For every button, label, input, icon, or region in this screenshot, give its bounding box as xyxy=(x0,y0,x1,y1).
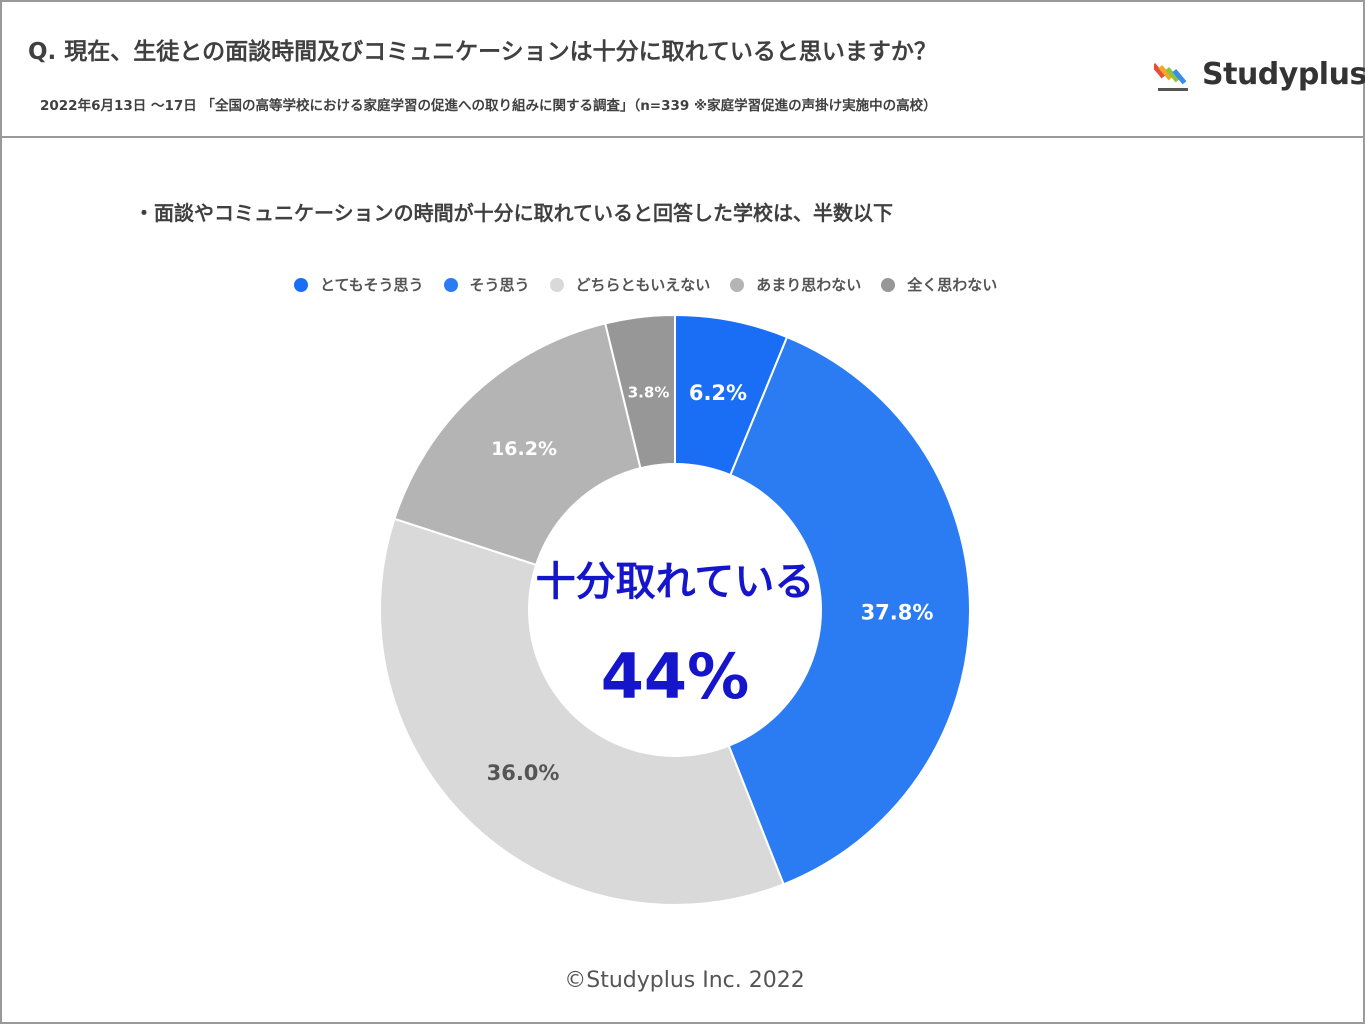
legend-label: どちらともいえない xyxy=(575,276,711,294)
slice-label: 37.8% xyxy=(861,600,934,624)
slice-label: 3.8% xyxy=(628,384,670,402)
slice-label: 36.0% xyxy=(487,761,560,785)
slice-label: 16.2% xyxy=(491,438,557,460)
center-label: 十分取れている xyxy=(536,559,815,605)
center-value: 44% xyxy=(601,640,749,713)
legend-marker xyxy=(443,277,458,292)
legend-label: あまり思わない xyxy=(756,276,862,294)
legend-item: とてもそう思う xyxy=(294,274,424,295)
legend-item: あまり思わない xyxy=(730,274,861,295)
legend-label: そう思う xyxy=(469,276,530,294)
legend-marker xyxy=(730,277,745,292)
legend-item: 全く思わない xyxy=(881,274,997,295)
survey-note: 2022年6月13日 〜17日 「全国の高等学校における家庭学習の促進への取り組… xyxy=(40,98,937,114)
copyright: ©Studyplus Inc. 2022 xyxy=(564,968,805,993)
chart-legend: とてもそう思う そう思う どちらともいえない あまり思わない 全く思わない xyxy=(294,274,1017,295)
legend-marker xyxy=(881,277,896,292)
header: Q. 現在、生徒との面談時間及びコミュニケーションは十分に取れていると思いますか… xyxy=(2,2,1365,138)
slice-label: 6.2% xyxy=(689,381,747,405)
donut-slice xyxy=(673,335,971,886)
legend-item: そう思う xyxy=(443,274,530,295)
legend-marker xyxy=(294,277,308,292)
chart-subtitle: ・面談やコミュニケーションの時間が十分に取れていると回答した学校は、半数以下 xyxy=(134,201,893,225)
studyplus-logo-text: Studyplus xyxy=(1202,56,1365,92)
legend-marker xyxy=(549,277,564,292)
studyplus-logo-icon xyxy=(1154,62,1188,91)
question-title: Q. 現在、生徒との面談時間及びコミュニケーションは十分に取れていると思いますか… xyxy=(28,39,937,65)
donut-hole xyxy=(528,463,822,757)
studyplus-logo: Studyplus xyxy=(1154,54,1365,94)
legend-label: とてもそう思う xyxy=(320,276,424,294)
legend-label: 全く思わない xyxy=(907,276,998,294)
legend-item: どちらともいえない xyxy=(549,274,711,295)
